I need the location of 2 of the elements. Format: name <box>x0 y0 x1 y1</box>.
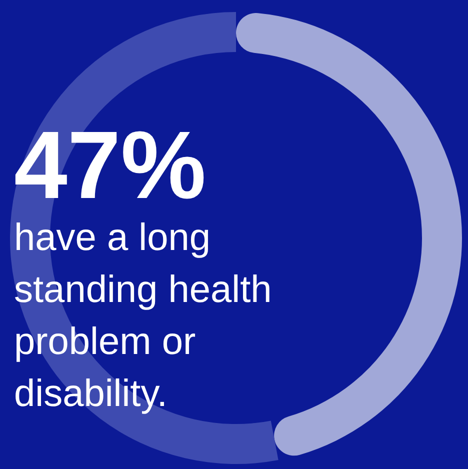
text: have a long standing health problem or disability. <box>14 217 272 415</box>
text: 47% <box>14 112 206 219</box>
